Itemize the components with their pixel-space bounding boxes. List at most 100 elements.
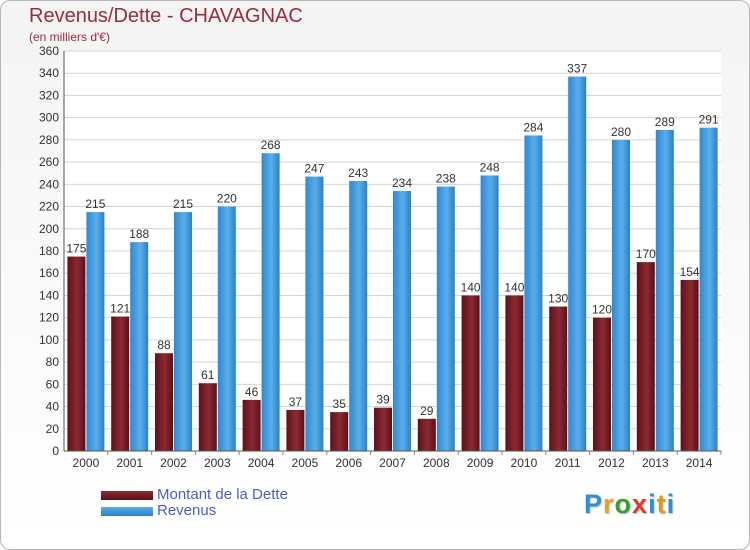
bar-revenus bbox=[261, 153, 280, 451]
bar-revenus bbox=[217, 206, 236, 451]
bar-revenus bbox=[174, 212, 192, 451]
x-tick-label: 2005 bbox=[292, 456, 319, 470]
bar-revenus bbox=[699, 127, 718, 452]
logo-letter: t bbox=[656, 489, 667, 519]
bar-dette bbox=[67, 256, 86, 451]
data-label: 243 bbox=[348, 166, 368, 180]
logo-letter: r bbox=[603, 489, 615, 519]
data-label: 238 bbox=[436, 172, 456, 186]
x-tick-label: 2001 bbox=[116, 456, 143, 470]
x-tick-label: 2011 bbox=[555, 456, 581, 470]
y-tick-label: 100 bbox=[39, 333, 59, 347]
data-labels: 175 121 88 61 46 37 35 39 29 140 140 130 120 170 154 21… bbox=[66, 62, 719, 418]
axes: 0 20 40 60 80 100 120 140 160 180 200 220 240 260 280 3… bbox=[39, 44, 722, 470]
bar-dette bbox=[242, 399, 261, 451]
proxiti-logo: Proxiti bbox=[584, 489, 675, 520]
data-label: 46 bbox=[245, 385, 259, 399]
chart-subtitle: (en milliers d'€) bbox=[29, 30, 110, 44]
y-tick-label: 0 bbox=[52, 444, 59, 458]
y-tick-label: 320 bbox=[39, 88, 59, 102]
data-label: 154 bbox=[680, 265, 700, 279]
bar-dette bbox=[198, 383, 217, 451]
bar-revenus bbox=[130, 242, 149, 451]
data-label: 215 bbox=[85, 197, 105, 211]
x-tick-label: 2012 bbox=[598, 456, 625, 470]
y-tick-label: 240 bbox=[39, 177, 59, 191]
bar-revenus bbox=[436, 186, 455, 452]
x-tick-label: 2010 bbox=[511, 456, 538, 470]
bar-dette bbox=[111, 316, 130, 451]
x-tick-label: 2014 bbox=[686, 456, 713, 470]
data-label: 215 bbox=[173, 197, 193, 211]
y-tick-label: 160 bbox=[39, 266, 59, 280]
data-label: 220 bbox=[217, 192, 237, 206]
bar-dette bbox=[374, 407, 392, 451]
bar-dette bbox=[549, 306, 568, 451]
data-label: 291 bbox=[699, 113, 719, 127]
bar-dette bbox=[505, 295, 524, 451]
x-tick-label: 2002 bbox=[160, 456, 187, 470]
x-tick-label: 2006 bbox=[335, 456, 362, 470]
y-tick-label: 140 bbox=[39, 288, 59, 302]
y-tick-label: 20 bbox=[46, 422, 60, 436]
data-label: 234 bbox=[392, 176, 412, 190]
bar-revenus bbox=[480, 175, 499, 451]
data-label: 37 bbox=[289, 395, 303, 409]
y-tick-label: 40 bbox=[46, 400, 60, 414]
bar-revenus bbox=[655, 129, 674, 451]
bar-dette bbox=[417, 418, 436, 451]
logo-letter: i bbox=[648, 489, 657, 519]
y-tick-label: 360 bbox=[39, 44, 59, 58]
bar-revenus bbox=[568, 76, 587, 452]
bar-revenus bbox=[305, 176, 324, 452]
bar-revenus bbox=[524, 135, 543, 451]
bar-revenus bbox=[86, 212, 105, 451]
bar-dette bbox=[461, 295, 480, 451]
logo-letter: x bbox=[632, 489, 649, 519]
y-tick-label: 220 bbox=[39, 200, 59, 214]
bar-revenus bbox=[349, 181, 368, 451]
bar-revenus bbox=[393, 191, 411, 451]
x-tick-label: 2007 bbox=[379, 456, 406, 470]
y-tick-label: 260 bbox=[39, 155, 59, 169]
data-label: 188 bbox=[129, 227, 149, 241]
x-tick-label: 2009 bbox=[467, 456, 494, 470]
data-label: 29 bbox=[420, 404, 434, 418]
data-label: 130 bbox=[548, 292, 568, 306]
data-label: 175 bbox=[66, 242, 86, 256]
x-tick-label: 2004 bbox=[248, 456, 275, 470]
y-tick-label: 340 bbox=[39, 66, 59, 80]
bar-dette bbox=[155, 353, 173, 451]
data-label: 35 bbox=[333, 397, 347, 411]
y-tick-label: 60 bbox=[46, 377, 60, 391]
data-label: 289 bbox=[655, 115, 675, 129]
y-tick-label: 120 bbox=[39, 311, 59, 325]
bar-revenus bbox=[612, 139, 630, 451]
data-label: 284 bbox=[523, 120, 543, 134]
data-label: 120 bbox=[592, 303, 612, 317]
gridlines bbox=[64, 50, 721, 452]
bars bbox=[67, 76, 718, 452]
bar-dette bbox=[330, 412, 349, 451]
bar-dette bbox=[680, 279, 699, 451]
legend-swatch-revenus bbox=[101, 507, 153, 516]
data-label: 121 bbox=[110, 302, 130, 316]
x-tick-label: 2000 bbox=[73, 456, 100, 470]
data-label: 39 bbox=[376, 393, 390, 407]
data-label: 61 bbox=[201, 368, 215, 382]
y-tick-label: 180 bbox=[39, 244, 59, 258]
data-label: 170 bbox=[636, 247, 656, 261]
legend-label-revenus: Revenus bbox=[157, 502, 217, 519]
chart-title: Revenus/Dette - CHAVAGNAC bbox=[29, 5, 303, 27]
data-label: 268 bbox=[261, 138, 281, 152]
bar-dette bbox=[636, 262, 655, 451]
logo-letter: P bbox=[584, 489, 604, 519]
data-label: 140 bbox=[461, 280, 481, 294]
data-label: 248 bbox=[480, 160, 500, 174]
y-tick-label: 300 bbox=[39, 111, 59, 125]
legend-swatch-dette bbox=[101, 491, 153, 500]
y-tick-label: 280 bbox=[39, 133, 59, 147]
data-label: 88 bbox=[157, 338, 171, 352]
